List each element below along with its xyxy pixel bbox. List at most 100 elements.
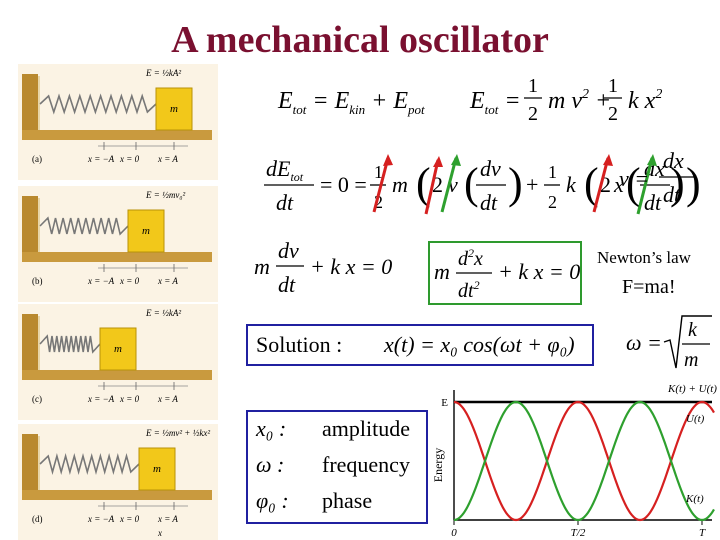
svg-text:): ): [508, 159, 523, 208]
svg-text:x: x: [613, 172, 624, 197]
svg-text:ω =: ω =: [626, 330, 662, 355]
definition-row: x₀ : amplitude: [256, 416, 424, 442]
svg-text:dt: dt: [278, 272, 296, 297]
tick-label: x = 0: [119, 154, 140, 164]
mass-label: m: [153, 463, 161, 475]
svg-text:+ k x = 0: + k x = 0: [498, 259, 580, 284]
eq-half-mv2: 1 2 m v2 +: [524, 75, 611, 125]
definition-row: φ₀ : phase: [256, 488, 424, 514]
panel-letter: (c): [32, 394, 42, 404]
kinetic-energy-curve: [453, 400, 715, 522]
panel-letter: (a): [32, 154, 42, 164]
definition-meaning: amplitude: [322, 416, 410, 441]
wall: [22, 314, 38, 380]
x-tick-label: T: [699, 527, 706, 538]
definition-meaning: frequency: [322, 452, 410, 477]
tick-label: x = 0: [119, 514, 140, 524]
cancel-arrows: [372, 154, 657, 215]
panel-background: [18, 186, 218, 302]
page-title: A mechanical oscillator: [171, 19, 549, 61]
definition-symbol: x₀ :: [256, 416, 287, 441]
svg-text:k: k: [688, 319, 698, 341]
svg-text:1: 1: [608, 75, 618, 97]
svg-text:dv: dv: [278, 242, 299, 263]
svg-text:v =: v =: [619, 166, 649, 191]
energy-chart: Energy E 0 T/2 T K(t) + U(t) U(t) K(t): [431, 383, 717, 538]
svg-text:dEtot: dEtot: [266, 156, 304, 184]
svg-text:= 0 =: = 0 =: [320, 172, 367, 197]
svg-text:(: (: [626, 159, 641, 208]
svg-text:m: m: [392, 172, 408, 197]
tick-label: x = −A: [87, 394, 115, 404]
spring: [39, 216, 129, 236]
kinetic-energy-label: K(t): [685, 493, 704, 505]
x-tick-label: T/2: [571, 527, 586, 538]
tick-label: x = −A: [87, 154, 115, 164]
energy-equations: Etot = Ekin + Epot Etot = 1 2 m v2 + 1 2…: [277, 75, 662, 125]
velocity-definition: v = dx dt: [619, 150, 695, 207]
svg-text:m v2 +: m v2 +: [548, 87, 611, 114]
solution-box: Solution : x(t) = x₀ cos(ωt + φ₀): [246, 324, 594, 366]
svg-text:+ k x = 0: + k x = 0: [310, 254, 392, 279]
mass-label: m: [170, 103, 178, 115]
solution-label: Solution :: [256, 332, 343, 357]
eq-etot-expanded: Etot =: [469, 88, 521, 117]
energy-label: E = ½kA²: [145, 308, 181, 318]
definition-row: ω : frequency: [256, 452, 424, 478]
svg-text:k x2: k x2: [628, 87, 662, 114]
svg-text:m: m: [434, 259, 450, 284]
eq-half-kx2: 1 2 k x2: [604, 75, 662, 125]
svg-text:2: 2: [528, 103, 538, 125]
tick-label: x = A: [157, 276, 178, 286]
spring-mass-panel: m E = ½kA² x = −A x = 0 x = A (c): [18, 304, 218, 420]
spring-mass-panel: m E = ½kA² x = −A x = 0 x = A (a): [18, 64, 218, 180]
floor: [22, 370, 212, 380]
definition-meaning: phase: [322, 488, 373, 513]
total-energy-label: K(t) + U(t): [667, 383, 717, 395]
energy-label: E = ½kA²: [145, 68, 181, 78]
svg-text:dt: dt: [480, 190, 498, 215]
floor: [22, 130, 212, 140]
position-label: x: [157, 528, 162, 538]
energy-label: E = ½mv₀²: [145, 190, 185, 200]
potential-energy-curve: [453, 400, 715, 522]
newton-law-note: Newton’s law: [597, 248, 691, 267]
svg-text:2: 2: [548, 192, 557, 212]
svg-text:m: m: [254, 254, 270, 279]
spring-mass-panel: m E = ½mv₀² x = −A x = 0 x = A (b): [18, 186, 218, 302]
mass-label: m: [114, 343, 122, 355]
wall: [22, 74, 38, 140]
svg-text:(: (: [464, 159, 479, 208]
svg-text:d2x: d2x: [458, 246, 483, 270]
y-axis-label: Energy: [431, 448, 445, 482]
svg-text:1: 1: [374, 162, 383, 182]
spring: [39, 334, 101, 354]
svg-text:): ): [670, 159, 685, 208]
fma-note: F=ma!: [622, 276, 676, 298]
panel-letter: (d): [32, 514, 43, 524]
svg-text:2: 2: [432, 172, 443, 197]
svg-text:+: +: [526, 172, 538, 197]
svg-text:dv: dv: [480, 156, 501, 181]
svg-text:2: 2: [374, 192, 383, 212]
svg-text:(: (: [584, 159, 599, 208]
tick-label: x = 0: [119, 276, 140, 286]
spring: [39, 452, 140, 476]
spring: [39, 93, 157, 115]
y-tick-label: E: [441, 397, 448, 409]
svg-text:2: 2: [600, 172, 611, 197]
spring-mass-panel: m E = ½mv² + ½kx² x = −A x = 0 x = A (d) x: [18, 424, 218, 540]
tick-label: x = 0: [119, 394, 140, 404]
svg-text:v: v: [448, 172, 458, 197]
svg-text:dt: dt: [663, 182, 681, 207]
mass-block: [138, 447, 176, 491]
energy-label: E = ½mv² + ½kx²: [145, 428, 210, 438]
tick-label: x = A: [157, 394, 178, 404]
omega-definition: ω = k m: [626, 315, 712, 371]
panel-background: [18, 424, 218, 540]
equation-of-motion: m dv dt + k x = 0: [254, 242, 392, 297]
definitions-box: x₀ : amplitude ω : frequency φ₀ : phase: [246, 410, 428, 524]
mass-label: m: [142, 225, 150, 237]
tick-label: x = −A: [87, 514, 115, 524]
floor: [22, 252, 212, 262]
